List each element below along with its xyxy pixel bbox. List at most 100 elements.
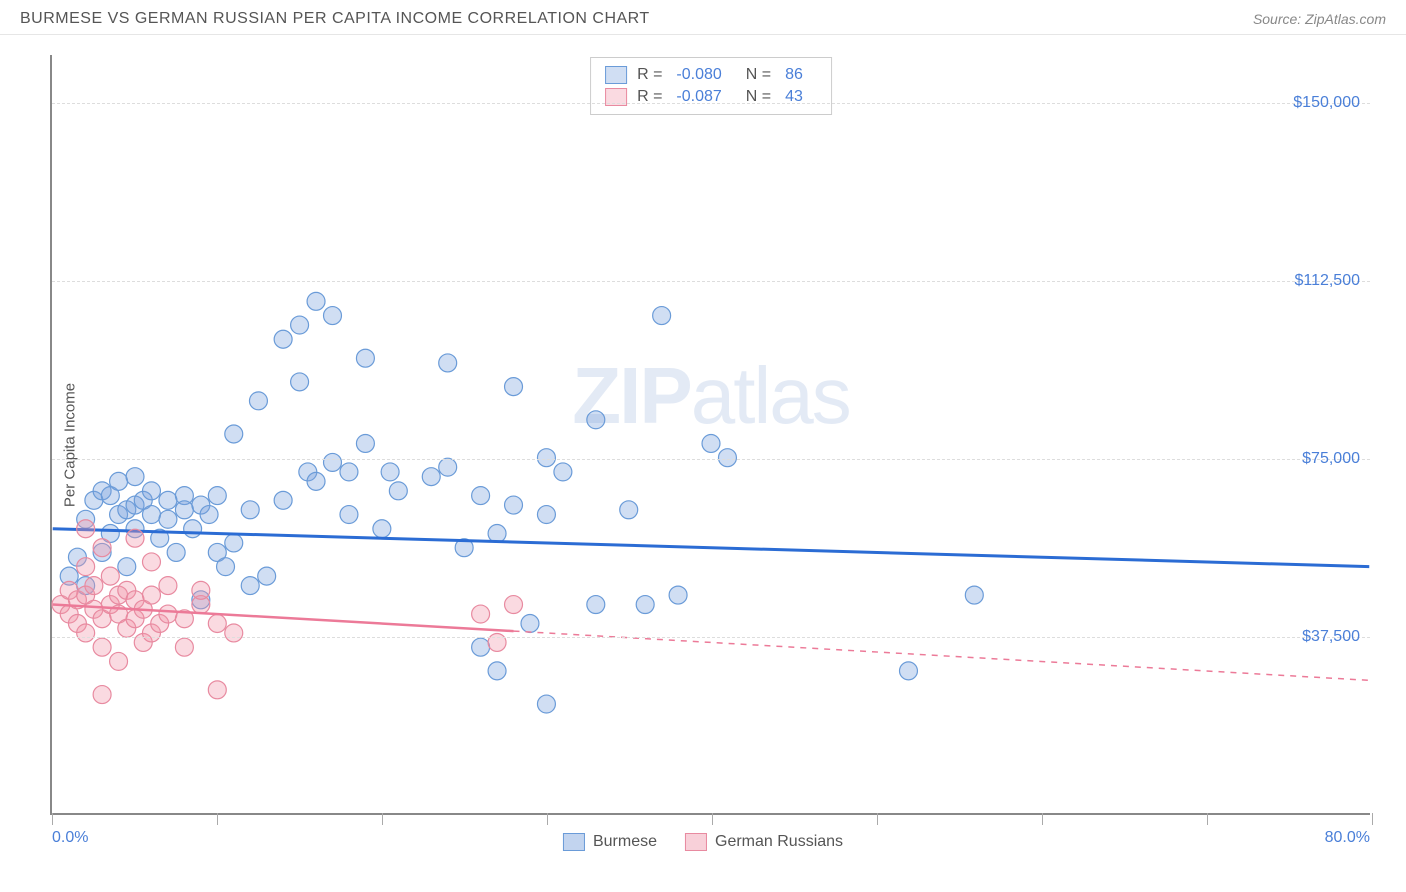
data-point bbox=[93, 686, 111, 704]
data-point bbox=[126, 529, 144, 547]
plot-region: ZIPatlas R = -0.080 N = 86 R = -0.087 N … bbox=[50, 55, 1370, 815]
data-point bbox=[175, 638, 193, 656]
legend-label: Burmese bbox=[593, 833, 657, 851]
plot-svg bbox=[52, 55, 1370, 813]
data-point bbox=[521, 615, 539, 633]
data-point bbox=[587, 596, 605, 614]
data-point bbox=[167, 543, 185, 561]
legend-item: Burmese bbox=[563, 833, 657, 851]
data-point bbox=[93, 638, 111, 656]
data-point bbox=[101, 567, 119, 585]
data-point bbox=[208, 615, 226, 633]
series-legend: Burmese German Russians bbox=[563, 833, 843, 851]
legend-swatch bbox=[563, 833, 585, 851]
data-point bbox=[274, 330, 292, 348]
x-tick bbox=[547, 813, 548, 825]
grid-line bbox=[52, 637, 1370, 638]
y-tick-label: $150,000 bbox=[1293, 94, 1360, 112]
data-point bbox=[274, 491, 292, 509]
legend-item: German Russians bbox=[685, 833, 843, 851]
data-point bbox=[537, 695, 555, 713]
x-tick bbox=[382, 813, 383, 825]
data-point bbox=[143, 506, 161, 524]
y-tick-label: $75,000 bbox=[1302, 450, 1360, 468]
data-point bbox=[258, 567, 276, 585]
data-point bbox=[307, 472, 325, 490]
x-tick bbox=[712, 813, 713, 825]
data-point bbox=[505, 596, 523, 614]
data-point bbox=[93, 539, 111, 557]
data-point bbox=[340, 506, 358, 524]
data-point bbox=[85, 577, 103, 595]
x-tick bbox=[1207, 813, 1208, 825]
data-point bbox=[373, 520, 391, 538]
data-point bbox=[422, 468, 440, 486]
data-point bbox=[143, 482, 161, 500]
data-point bbox=[389, 482, 407, 500]
data-point bbox=[208, 681, 226, 699]
data-point bbox=[505, 496, 523, 514]
data-point bbox=[340, 463, 358, 481]
data-point bbox=[537, 449, 555, 467]
data-point bbox=[537, 506, 555, 524]
data-point bbox=[472, 487, 490, 505]
data-point bbox=[488, 525, 506, 543]
data-point bbox=[77, 520, 95, 538]
legend-swatch bbox=[685, 833, 707, 851]
data-point bbox=[965, 586, 983, 604]
grid-line bbox=[52, 281, 1370, 282]
data-point bbox=[110, 652, 128, 670]
data-point bbox=[636, 596, 654, 614]
data-point bbox=[225, 624, 243, 642]
grid-line bbox=[52, 459, 1370, 460]
chart-area: Per Capita Income ZIPatlas R = -0.080 N … bbox=[0, 35, 1406, 855]
data-point bbox=[225, 534, 243, 552]
x-tick bbox=[52, 813, 53, 825]
data-point bbox=[200, 506, 218, 524]
chart-header: BURMESE VS GERMAN RUSSIAN PER CAPITA INC… bbox=[0, 0, 1406, 35]
data-point bbox=[587, 411, 605, 429]
chart-title: BURMESE VS GERMAN RUSSIAN PER CAPITA INC… bbox=[20, 10, 650, 28]
data-point bbox=[77, 558, 95, 576]
trend-line bbox=[53, 529, 1370, 567]
x-tick bbox=[877, 813, 878, 825]
data-point bbox=[159, 577, 177, 595]
data-point bbox=[241, 501, 259, 519]
x-tick bbox=[217, 813, 218, 825]
data-point bbox=[439, 354, 457, 372]
trend-line-extrapolated bbox=[514, 631, 1370, 680]
y-tick-label: $37,500 bbox=[1302, 628, 1360, 646]
data-point bbox=[225, 425, 243, 443]
data-point bbox=[118, 558, 136, 576]
data-point bbox=[488, 662, 506, 680]
data-point bbox=[159, 605, 177, 623]
data-point bbox=[472, 605, 490, 623]
data-point bbox=[653, 307, 671, 325]
data-point bbox=[77, 624, 95, 642]
source-label: Source: ZipAtlas.com bbox=[1253, 11, 1386, 27]
data-point bbox=[718, 449, 736, 467]
data-point bbox=[175, 501, 193, 519]
data-point bbox=[159, 510, 177, 528]
data-point bbox=[307, 292, 325, 310]
data-point bbox=[324, 307, 342, 325]
data-point bbox=[381, 463, 399, 481]
x-tick bbox=[1042, 813, 1043, 825]
data-point bbox=[291, 373, 309, 391]
data-point bbox=[126, 468, 144, 486]
data-point bbox=[439, 458, 457, 476]
data-point bbox=[356, 434, 374, 452]
data-point bbox=[900, 662, 918, 680]
data-point bbox=[184, 520, 202, 538]
data-point bbox=[472, 638, 490, 656]
data-point bbox=[554, 463, 572, 481]
data-point bbox=[143, 553, 161, 571]
y-tick-label: $112,500 bbox=[1294, 272, 1360, 290]
data-point bbox=[143, 586, 161, 604]
data-point bbox=[249, 392, 267, 410]
data-point bbox=[620, 501, 638, 519]
data-point bbox=[702, 434, 720, 452]
grid-line bbox=[52, 103, 1370, 104]
data-point bbox=[217, 558, 235, 576]
data-point bbox=[669, 586, 687, 604]
